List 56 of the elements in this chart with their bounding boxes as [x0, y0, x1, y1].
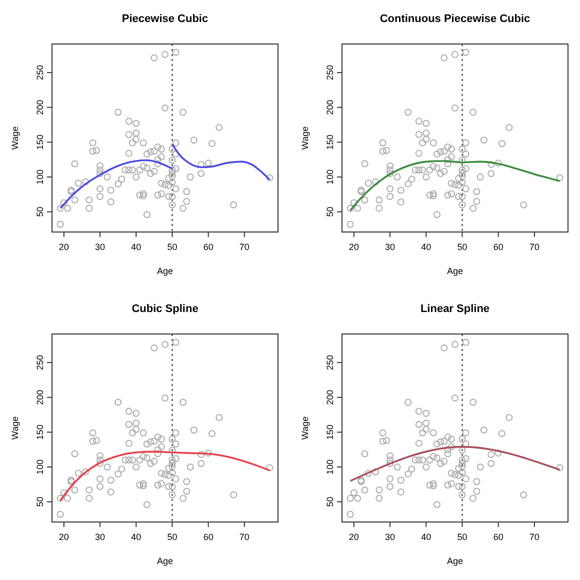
chart-title: Cubic Spline [132, 303, 198, 315]
x-axis-title: Age [156, 556, 174, 566]
y-tick-label: 50 [35, 206, 45, 217]
chart-title: Piecewise Cubic [122, 13, 208, 25]
x-axis-title: Age [446, 556, 464, 566]
x-tick-label: 70 [239, 532, 250, 542]
x-tick-label: 70 [239, 242, 250, 252]
x-tick-label: 50 [457, 242, 468, 252]
x-axis-title: Age [156, 266, 174, 276]
y-tick-label: 250 [325, 355, 335, 370]
y-tick-label: 150 [35, 134, 45, 150]
x-tick-label: 40 [421, 242, 432, 252]
y-tick-label: 150 [35, 424, 45, 440]
x-tick-label: 40 [421, 532, 432, 542]
x-tick-label: 20 [58, 532, 69, 542]
x-tick-label: 30 [385, 242, 396, 252]
y-tick-label: 250 [325, 65, 335, 80]
y-axis-title: Wage [10, 126, 20, 150]
y-axis-title: Wage [300, 416, 310, 440]
y-tick-label: 250 [35, 355, 45, 370]
y-tick-label: 100 [35, 459, 45, 475]
x-tick-label: 20 [348, 242, 359, 252]
y-tick-label: 100 [35, 169, 45, 185]
y-tick-label: 50 [35, 496, 45, 507]
chart-title: Linear Spline [420, 303, 490, 315]
x-tick-label: 40 [131, 242, 142, 252]
x-tick-label: 50 [457, 532, 468, 542]
y-tick-label: 50 [325, 496, 335, 507]
x-tick-label: 60 [203, 242, 214, 252]
x-tick-label: 60 [203, 532, 214, 542]
x-tick-label: 60 [493, 242, 504, 252]
y-axis-title: Wage [10, 416, 20, 440]
x-tick-label: 60 [493, 532, 504, 542]
y-tick-label: 150 [325, 424, 335, 440]
y-tick-label: 200 [35, 390, 45, 405]
x-tick-label: 30 [385, 532, 396, 542]
y-tick-label: 150 [325, 134, 335, 150]
x-tick-label: 70 [529, 242, 540, 252]
x-tick-label: 40 [131, 532, 142, 542]
y-tick-label: 200 [325, 390, 335, 405]
x-tick-label: 50 [167, 242, 178, 252]
y-axis-title: Wage [300, 126, 310, 150]
y-tick-label: 100 [325, 459, 335, 475]
x-axis-title: Age [446, 266, 464, 276]
x-tick-label: 20 [348, 532, 359, 542]
y-tick-label: 200 [35, 100, 45, 115]
y-tick-label: 250 [35, 65, 45, 80]
x-tick-label: 20 [58, 242, 69, 252]
chart-title: Continuous Piecewise Cubic [380, 13, 530, 25]
x-tick-label: 30 [95, 532, 106, 542]
x-tick-label: 30 [95, 242, 106, 252]
y-tick-label: 100 [325, 169, 335, 185]
x-tick-label: 50 [167, 532, 178, 542]
y-tick-label: 200 [325, 100, 335, 115]
y-tick-label: 50 [325, 206, 335, 217]
x-tick-label: 70 [529, 532, 540, 542]
